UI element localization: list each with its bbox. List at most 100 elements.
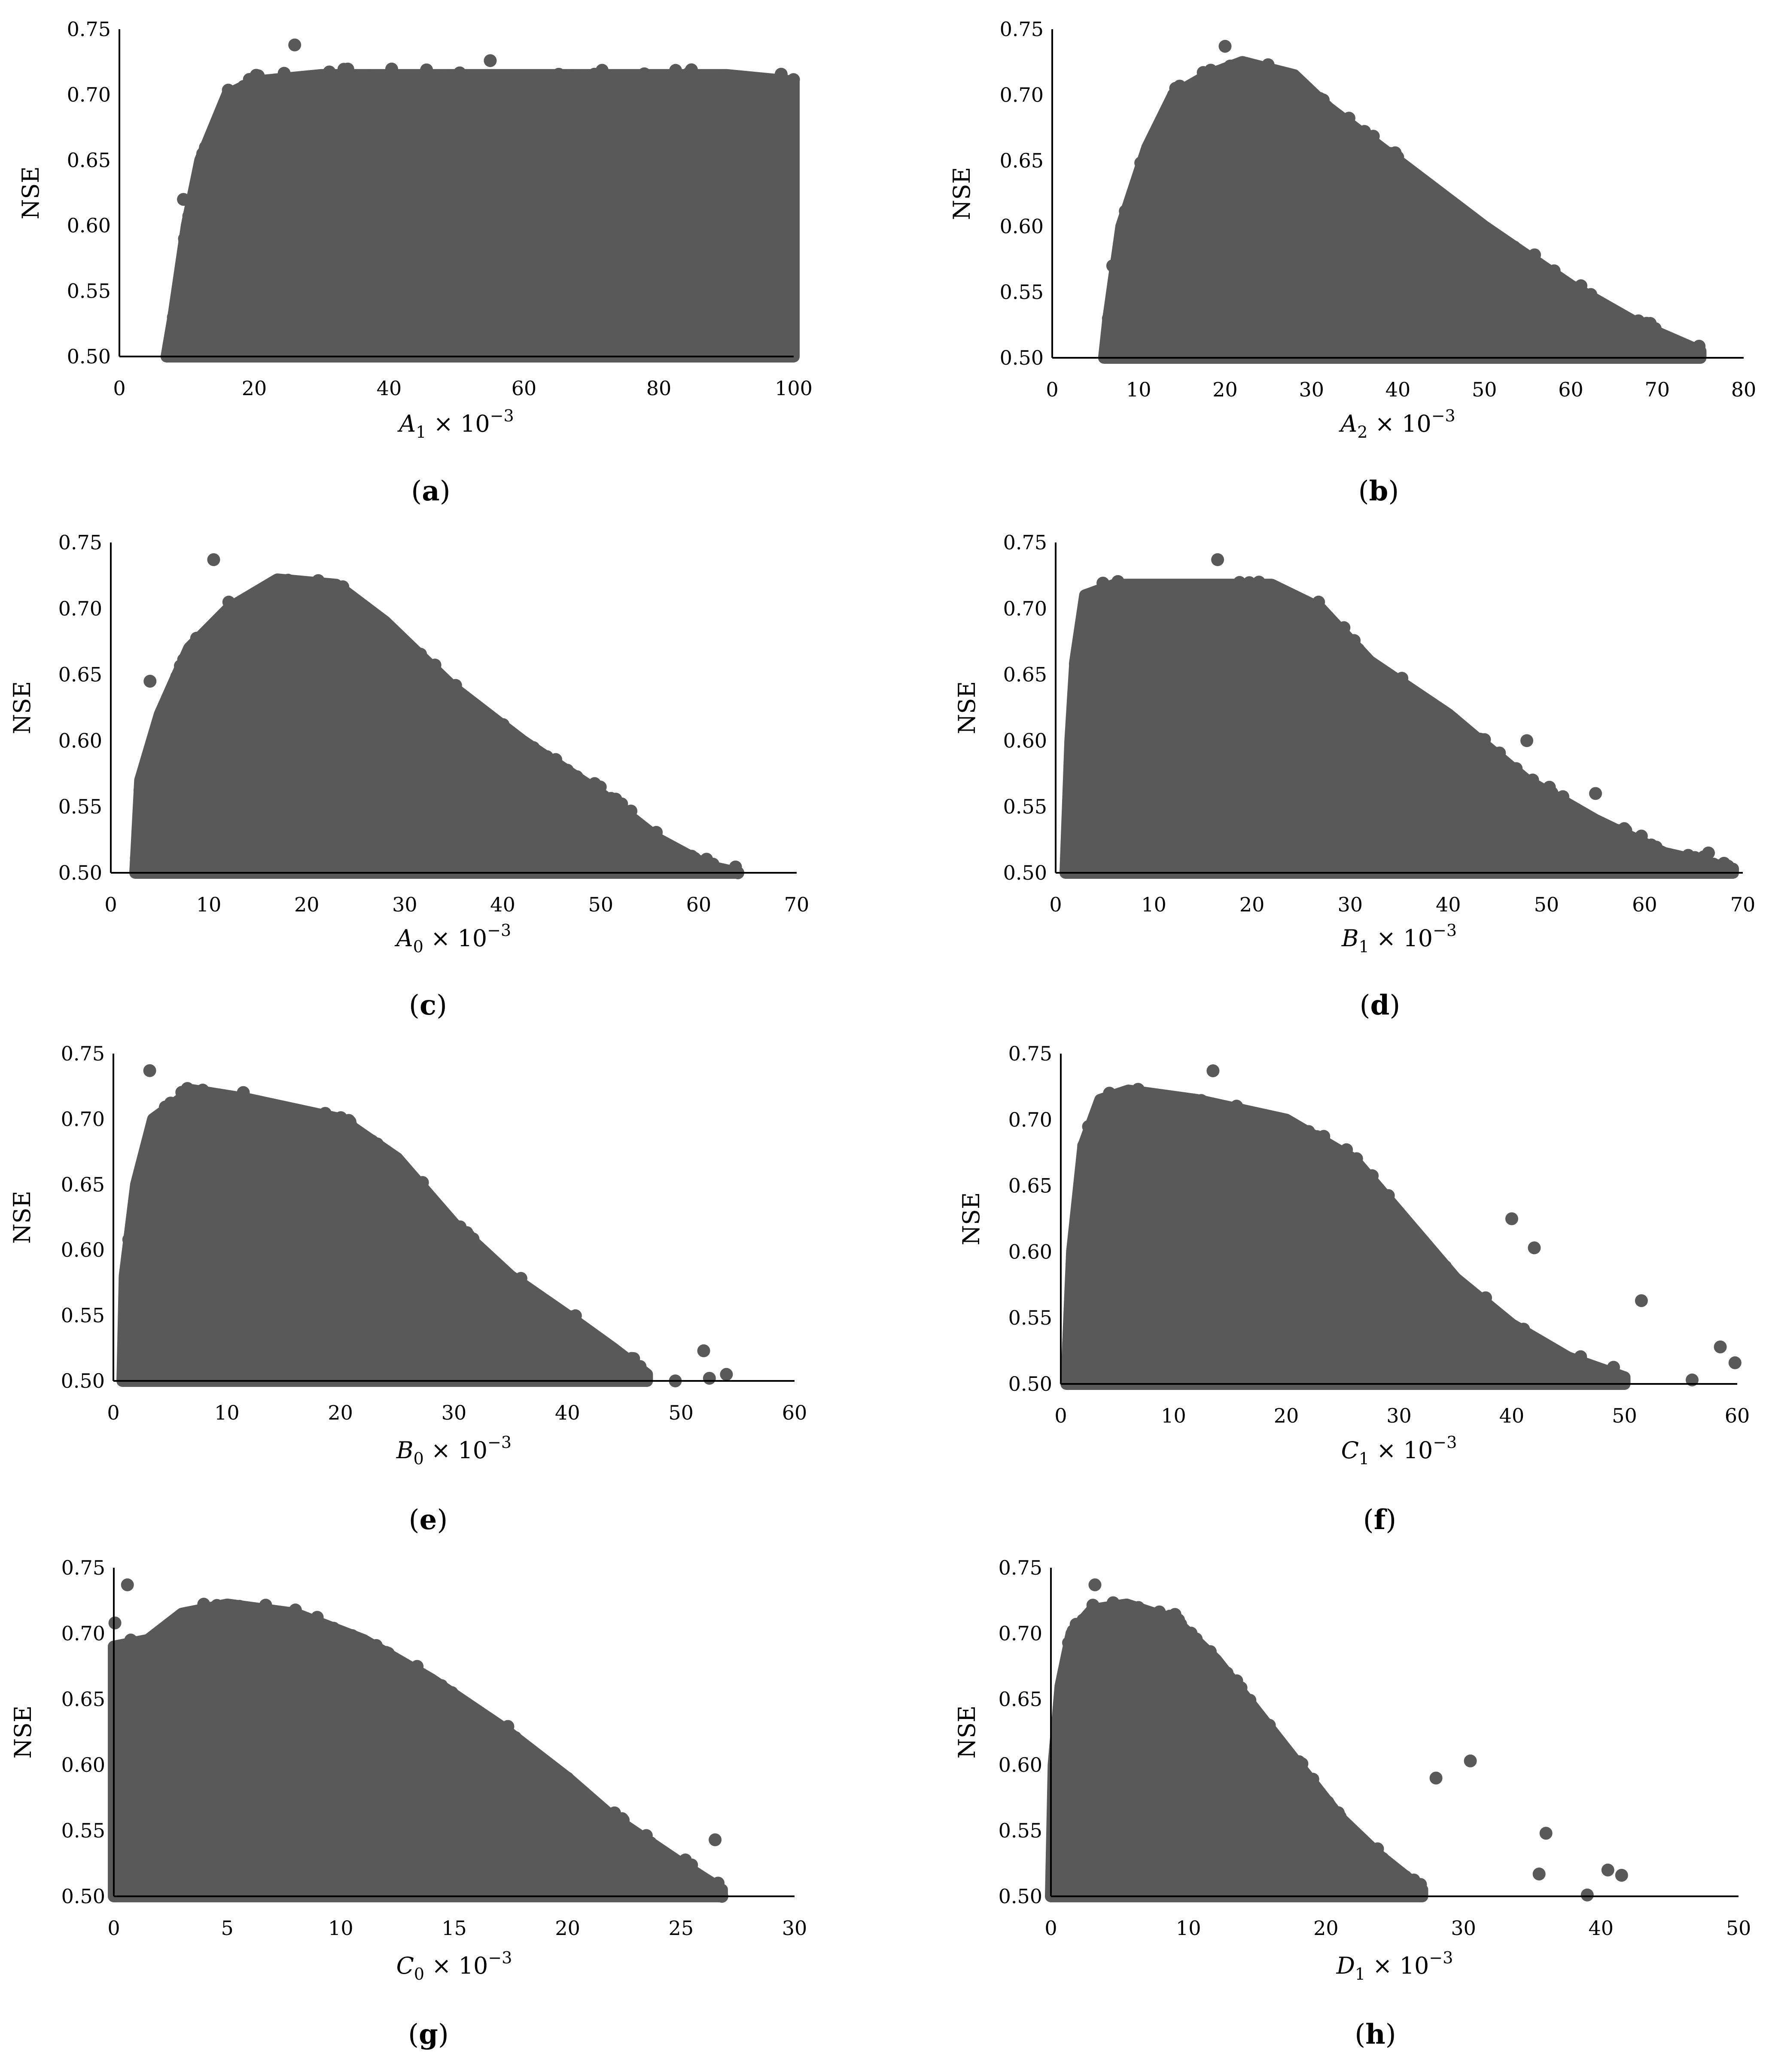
y-tick-label: 0.50 <box>1000 346 1044 369</box>
scatter-point <box>167 1101 180 1115</box>
x-tick-label: 0 <box>107 1401 119 1424</box>
scatter-point <box>1360 1176 1373 1189</box>
scatter-cloud-f <box>1060 1085 1631 1390</box>
scatter-point <box>652 77 666 91</box>
scatter-point <box>314 582 327 594</box>
scatter-point <box>473 710 487 723</box>
outlier-point <box>108 1616 122 1630</box>
y-tick-label: 0.70 <box>1000 83 1044 107</box>
scatter-point <box>1138 1608 1151 1621</box>
scatter-point <box>1132 1083 1145 1096</box>
scatter-point <box>435 673 448 686</box>
scatter-point <box>1474 733 1487 746</box>
panel-label: (g) <box>408 2018 449 2051</box>
x-axis-label: C0 × 10−3 <box>396 1948 512 1984</box>
scatter-point <box>237 1086 250 1099</box>
outlier-point <box>143 1064 156 1077</box>
scatter-point <box>672 1855 685 1868</box>
scatter-point <box>1243 1694 1257 1707</box>
outlier-point <box>1464 1754 1477 1767</box>
scatter-point <box>521 1284 534 1297</box>
scatter-point <box>196 1084 209 1097</box>
y-axis-label: NSE <box>17 166 44 219</box>
scatter-point <box>1250 1712 1264 1726</box>
scatter-point <box>664 73 677 86</box>
scatter-point <box>1358 125 1371 138</box>
outlier-point <box>1580 1888 1594 1901</box>
scatter-point <box>1593 299 1607 312</box>
scatter-point <box>1221 1676 1234 1690</box>
panel-c: 0.50 0.55 0.60 0.65 0.70 0.75 0 10 20 30 40 50 60 70 N… <box>9 531 809 1021</box>
y-tick-label: 0.65 <box>1003 663 1047 686</box>
scatter-point <box>345 1123 359 1137</box>
outlier-point <box>1589 787 1602 800</box>
scatter-point <box>1371 1842 1384 1856</box>
scatter-point <box>130 851 143 865</box>
scatter-point <box>1062 1652 1075 1665</box>
y-tick-label: 0.70 <box>61 1107 105 1130</box>
scatter-point <box>1111 575 1124 588</box>
scatter-point <box>1200 1653 1213 1667</box>
scatter-point <box>1324 615 1337 628</box>
outlier-point <box>1088 1578 1102 1591</box>
x-tick-label: 0 <box>1049 893 1062 916</box>
scatter-point <box>252 69 265 82</box>
scatter-point <box>1088 594 1102 608</box>
scatter-point <box>269 1103 282 1115</box>
scatter-point <box>1096 1102 1109 1115</box>
y-tick-label: 0.60 <box>58 729 102 752</box>
x-tick-label: 0 <box>113 377 125 400</box>
scatter-point <box>352 1633 365 1646</box>
y-tick-label: 0.65 <box>61 1688 105 1711</box>
scatter-point <box>629 1831 642 1844</box>
x-tick-label: 80 <box>646 377 672 400</box>
outlier-point <box>1528 1241 1541 1255</box>
scatter-point <box>602 1345 615 1359</box>
x-tick-label: 20 <box>1212 378 1238 401</box>
x-tick-label: 10 <box>1141 893 1166 916</box>
scatter-point <box>281 573 295 587</box>
scatter-point <box>113 1642 126 1655</box>
scatter-point <box>594 780 607 794</box>
scatter-point <box>561 764 574 777</box>
scatter-point <box>1523 1334 1537 1347</box>
scatter-point <box>1510 762 1523 775</box>
y-tick-label: 0.55 <box>61 1304 105 1327</box>
x-tick-label: 100 <box>775 377 813 400</box>
scatter-point <box>1343 112 1355 125</box>
scatter-point <box>322 1621 335 1634</box>
scatter-point <box>133 784 146 797</box>
scatter-point <box>1376 1852 1389 1865</box>
scatter-point <box>1391 675 1404 688</box>
scatter-point <box>1423 1250 1436 1264</box>
outlier-point <box>1539 1827 1553 1840</box>
scatter-point <box>370 1639 383 1652</box>
scatter-point <box>1466 1294 1479 1307</box>
scatter-point <box>239 594 253 607</box>
scatter-point <box>414 1186 427 1200</box>
scatter-point <box>1644 325 1657 338</box>
scatter-point <box>207 619 220 633</box>
scatter-point <box>1181 587 1195 600</box>
scatter-point <box>1607 824 1620 838</box>
scatter-point <box>1153 1605 1166 1618</box>
scatter-point <box>436 1208 449 1221</box>
scatter-point <box>466 1232 480 1246</box>
scatter-point <box>575 69 588 82</box>
outlier-point <box>682 853 695 866</box>
scatter-point <box>1517 1322 1530 1336</box>
scatter-point <box>682 67 695 80</box>
scatter-point <box>1583 293 1597 306</box>
x-tick-label: 30 <box>1451 1917 1476 1940</box>
y-tick-label: 0.50 <box>1003 861 1047 884</box>
scatter-point <box>1305 1784 1318 1797</box>
x-tick-label: 40 <box>1499 1404 1525 1427</box>
scatter-point <box>1510 245 1523 258</box>
scatter-point <box>1262 581 1276 594</box>
x-tick-label: 10 <box>1176 1917 1201 1940</box>
scatter-point <box>1577 814 1590 828</box>
scatter-point <box>1453 1279 1467 1292</box>
scatter-point <box>221 1097 234 1110</box>
outlier-point <box>1721 859 1735 873</box>
scatter-point <box>1493 747 1506 760</box>
